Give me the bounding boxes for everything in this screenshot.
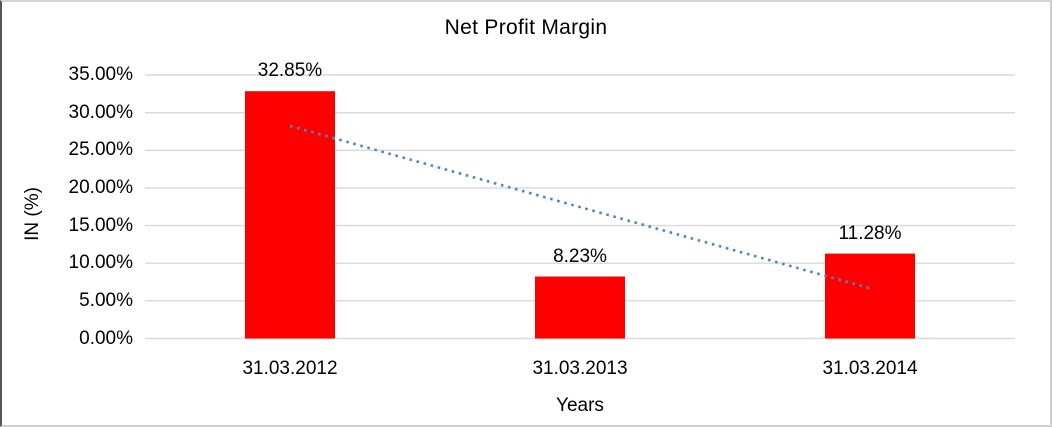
bar-data-label: 8.23% xyxy=(553,245,607,267)
bar-data-label: 32.85% xyxy=(257,60,323,82)
trendline xyxy=(289,124,871,290)
bar-data-label: 11.28% xyxy=(838,222,902,244)
x-category-label: 31.03.2014 xyxy=(822,358,918,379)
bar-31.03.2012 xyxy=(245,91,335,339)
bar-31.03.2014 xyxy=(825,253,915,339)
chart-title: Net Profit Margin xyxy=(444,16,608,39)
x-axis-title: Years xyxy=(556,395,604,416)
x-category-label: 31.03.2012 xyxy=(242,358,338,379)
y-tick-label: 35.00% xyxy=(68,64,133,85)
bar-31.03.2013 xyxy=(535,276,625,339)
y-tick-label: 20.00% xyxy=(68,176,133,198)
y-tick-label: 10.00% xyxy=(68,252,133,274)
y-tick-label: 5.00% xyxy=(79,289,133,311)
y-tick-label: 0.00% xyxy=(79,327,133,349)
y-tick-label: 25.00% xyxy=(68,139,133,161)
x-category-label: 31.03.2013 xyxy=(532,358,628,379)
y-tick-label: 15.00% xyxy=(68,214,133,236)
y-tick-label: 30.00% xyxy=(68,101,133,123)
